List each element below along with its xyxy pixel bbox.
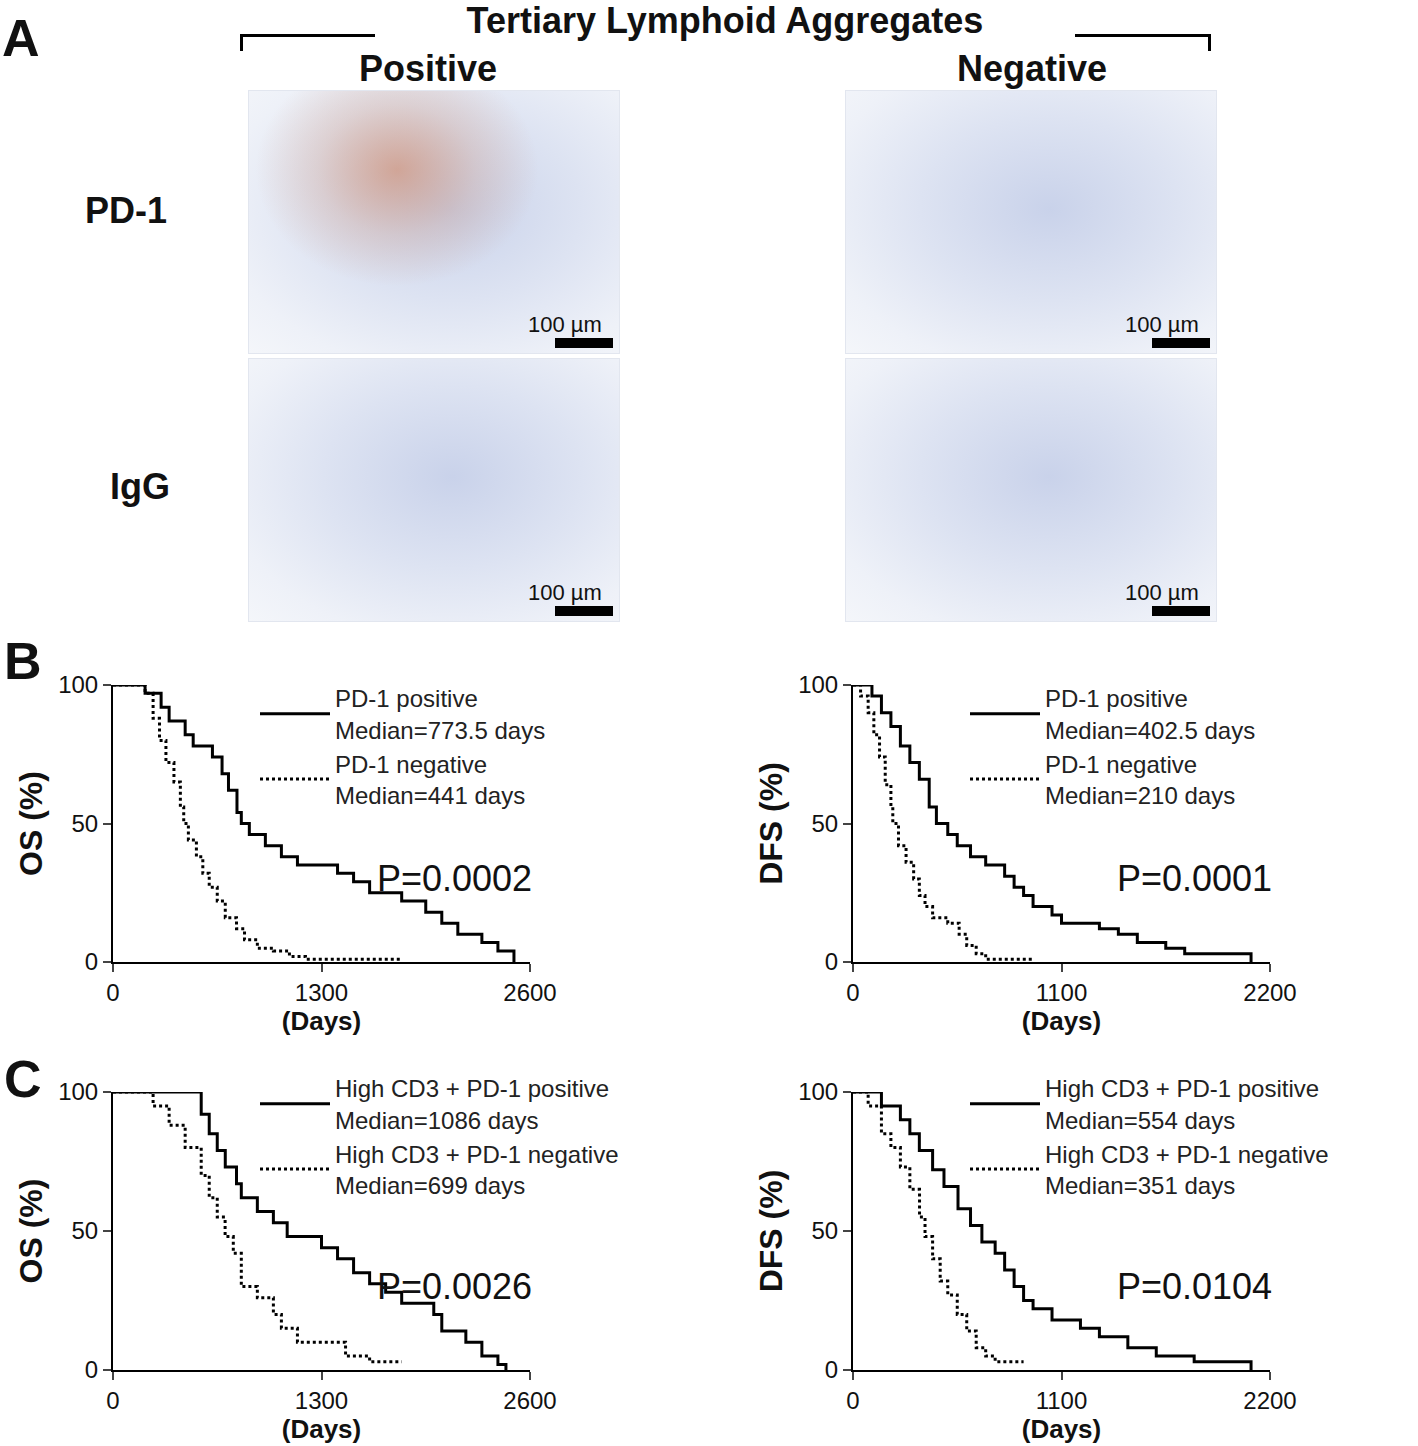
svg-text:100: 100 <box>58 671 98 698</box>
svg-text:2200: 2200 <box>1243 1387 1296 1414</box>
svg-text:P=0.0026: P=0.0026 <box>377 1266 532 1307</box>
svg-text:0: 0 <box>825 1356 838 1383</box>
svg-text:High CD3 + PD-1 positiveMedian: High CD3 + PD-1 positiveMedian=1086 days <box>335 1075 609 1133</box>
svg-text:1100: 1100 <box>1036 979 1088 1006</box>
svg-text:0: 0 <box>106 1387 119 1414</box>
html-text:100 µm: 100 µm <box>528 312 602 337</box>
html-text:IgG: IgG <box>110 466 170 507</box>
svg-text:0: 0 <box>846 979 859 1006</box>
svg-text:50: 50 <box>71 810 98 837</box>
svg-text:2600: 2600 <box>503 1387 556 1414</box>
html-text:Tertiary Lymphoid Aggregates: Tertiary Lymphoid Aggregates <box>466 0 984 41</box>
svg-text:DFS (%): DFS (%) <box>753 762 789 885</box>
svg-text:50: 50 <box>811 810 838 837</box>
svg-text:DFS (%): DFS (%) <box>753 1170 789 1293</box>
svg-text:0: 0 <box>85 948 98 975</box>
svg-text:P=0.0001: P=0.0001 <box>1117 858 1272 899</box>
svg-text:P=0.0104: P=0.0104 <box>1117 1266 1272 1307</box>
svg-text:PD-1 positiveMedian=773.5 days: PD-1 positiveMedian=773.5 days <box>335 685 545 743</box>
html-text:Positive: Positive <box>359 48 497 89</box>
svg-text:P=0.0002: P=0.0002 <box>377 858 532 899</box>
svg-text:100: 100 <box>798 671 838 698</box>
svg-text:0: 0 <box>825 948 838 975</box>
html-text:Negative: Negative <box>957 48 1107 89</box>
svg-text:1100: 1100 <box>1036 1387 1088 1414</box>
html-text:100 µm: 100 µm <box>528 580 602 605</box>
svg-text:OS (%): OS (%) <box>13 771 49 876</box>
svg-text:PD-1 negativeMedian=210 days: PD-1 negativeMedian=210 days <box>1045 751 1235 809</box>
svg-text:(Days): (Days) <box>1022 1414 1101 1444</box>
svg-text:B: B <box>4 632 42 690</box>
svg-text:50: 50 <box>811 1217 838 1244</box>
svg-text:High CD3 + PD-1 negativeMedian: High CD3 + PD-1 negativeMedian=351 days <box>1045 1141 1328 1199</box>
html-text:A: A <box>2 9 40 67</box>
html-text:PD-1: PD-1 <box>85 190 167 231</box>
svg-text:C: C <box>4 1050 42 1108</box>
svg-text:0: 0 <box>106 979 119 1006</box>
svg-text:(Days): (Days) <box>282 1414 361 1444</box>
svg-text:1300: 1300 <box>295 979 348 1006</box>
svg-text:50: 50 <box>71 1217 98 1244</box>
svg-text:100: 100 <box>58 1078 98 1105</box>
svg-text:High CD3 + PD-1 positiveMedian: High CD3 + PD-1 positiveMedian=554 days <box>1045 1075 1319 1133</box>
svg-text:2600: 2600 <box>503 979 556 1006</box>
svg-text:OS (%): OS (%) <box>13 1179 49 1284</box>
svg-text:PD-1 positiveMedian=402.5 days: PD-1 positiveMedian=402.5 days <box>1045 685 1255 743</box>
svg-text:High CD3 + PD-1 negativeMedian: High CD3 + PD-1 negativeMedian=699 days <box>335 1141 618 1199</box>
svg-text:PD-1 negativeMedian=441 days: PD-1 negativeMedian=441 days <box>335 751 525 809</box>
svg-text:(Days): (Days) <box>282 1006 361 1036</box>
svg-text:(Days): (Days) <box>1022 1006 1101 1036</box>
html-text:100 µm: 100 µm <box>1125 312 1199 337</box>
svg-text:1300: 1300 <box>295 1387 348 1414</box>
svg-text:100: 100 <box>798 1078 838 1105</box>
svg-text:2200: 2200 <box>1243 979 1296 1006</box>
html-text:100 µm: 100 µm <box>1125 580 1199 605</box>
svg-text:0: 0 <box>85 1356 98 1383</box>
svg-text:0: 0 <box>846 1387 859 1414</box>
